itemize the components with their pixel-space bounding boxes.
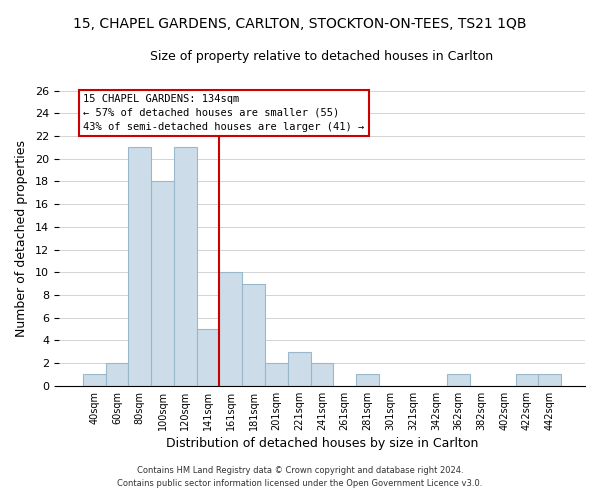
Bar xyxy=(151,182,174,386)
Bar xyxy=(265,363,288,386)
Y-axis label: Number of detached properties: Number of detached properties xyxy=(15,140,28,336)
Bar xyxy=(242,284,265,386)
Bar xyxy=(128,148,151,386)
Bar xyxy=(197,329,220,386)
Bar xyxy=(83,374,106,386)
X-axis label: Distribution of detached houses by size in Carlton: Distribution of detached houses by size … xyxy=(166,437,478,450)
Bar xyxy=(538,374,561,386)
Text: Contains HM Land Registry data © Crown copyright and database right 2024.
Contai: Contains HM Land Registry data © Crown c… xyxy=(118,466,482,487)
Bar xyxy=(106,363,128,386)
Bar xyxy=(311,363,334,386)
Bar xyxy=(174,148,197,386)
Title: Size of property relative to detached houses in Carlton: Size of property relative to detached ho… xyxy=(151,50,494,63)
Bar xyxy=(288,352,311,386)
Bar xyxy=(515,374,538,386)
Bar xyxy=(220,272,242,386)
Bar xyxy=(447,374,470,386)
Bar xyxy=(356,374,379,386)
Text: 15 CHAPEL GARDENS: 134sqm
← 57% of detached houses are smaller (55)
43% of semi-: 15 CHAPEL GARDENS: 134sqm ← 57% of detac… xyxy=(83,94,365,132)
Text: 15, CHAPEL GARDENS, CARLTON, STOCKTON-ON-TEES, TS21 1QB: 15, CHAPEL GARDENS, CARLTON, STOCKTON-ON… xyxy=(73,18,527,32)
